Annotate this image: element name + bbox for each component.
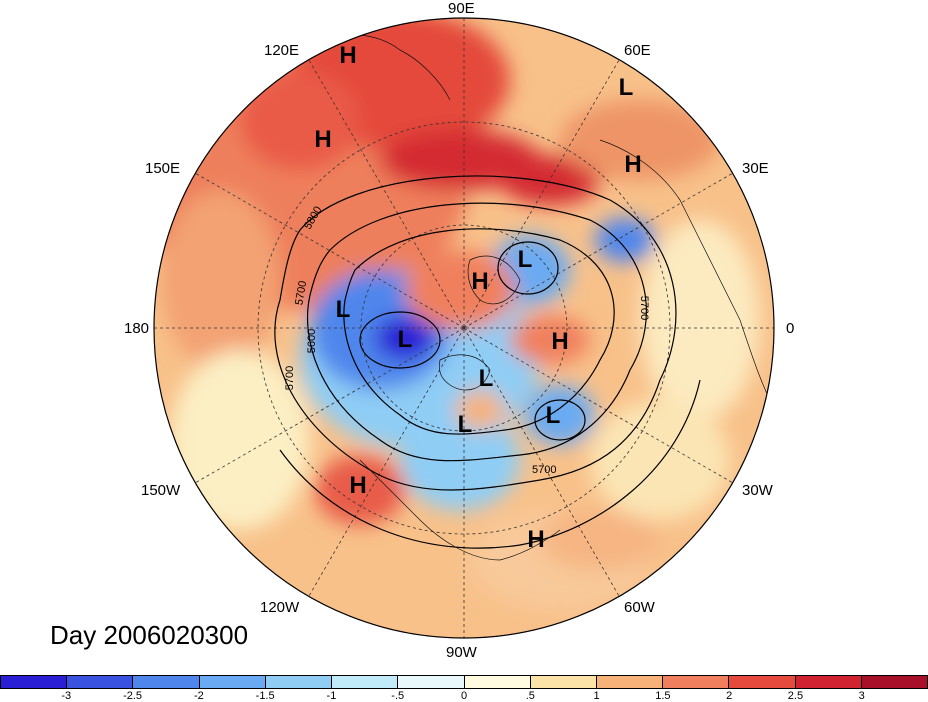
colorbar-segment xyxy=(265,676,333,688)
colorbar-tick-label: 3 xyxy=(858,690,865,702)
colorbar xyxy=(0,675,928,689)
lon-label-60w: 60W xyxy=(624,599,655,616)
colorbar-segment xyxy=(398,676,465,688)
colorbar-segment xyxy=(332,676,399,688)
colorbar-segment xyxy=(729,676,796,688)
low-pressure-marker: L xyxy=(457,411,473,438)
colorbar-tick-label: -2 xyxy=(193,690,204,702)
contour-label: 5700 xyxy=(284,365,297,391)
high-pressure-marker: H xyxy=(314,126,332,153)
lon-label-30w: 30W xyxy=(742,482,773,499)
colorbar-labels: -3 -2.5 -2 -1.5 -1 -.5 0 .5 1 1.5 2 2.5 3 xyxy=(0,690,928,702)
colorbar-tick-label: 2.5 xyxy=(787,690,804,702)
lon-label-150e: 150E xyxy=(145,160,181,177)
colorbar-segment xyxy=(663,676,730,688)
low-pressure-marker: L xyxy=(478,365,494,392)
high-pressure-marker: H xyxy=(339,42,357,69)
high-pressure-marker: H xyxy=(551,328,569,355)
colorbar-tick-label: .5 xyxy=(525,690,535,702)
lon-label-150w: 150W xyxy=(141,482,181,499)
colorbar-segment xyxy=(133,676,200,688)
high-pressure-marker: H xyxy=(624,151,642,178)
lon-label-90w: 90W xyxy=(446,644,477,661)
low-pressure-marker: L xyxy=(397,326,413,353)
high-pressure-marker: H xyxy=(527,526,545,553)
colorbar-segment xyxy=(1,676,68,688)
contour-label: 5700 xyxy=(532,464,557,476)
map-title: Day 2006020300 xyxy=(50,620,249,650)
colorbar-tick-label: -2.5 xyxy=(123,690,143,702)
colorbar-segment xyxy=(199,676,266,688)
colorbar-tick-label: 2 xyxy=(726,690,733,702)
colorbar-segment xyxy=(596,676,664,688)
colorbar-tick-label: -1.5 xyxy=(255,690,275,702)
lon-label-60e: 60E xyxy=(624,42,651,59)
lon-label-0: 0 xyxy=(786,320,795,337)
low-pressure-marker: L xyxy=(517,246,533,273)
polar-map xyxy=(153,17,775,639)
colorbar-segment xyxy=(67,676,134,688)
low-pressure-marker: L xyxy=(335,296,351,323)
colorbar-tick-label: 1 xyxy=(593,690,600,702)
globe-outline xyxy=(153,17,775,639)
lon-label-90e: 90E xyxy=(448,0,475,17)
low-pressure-marker: L xyxy=(618,74,634,101)
colorbar-segment xyxy=(861,676,928,688)
lon-label-30e: 30E xyxy=(742,160,769,177)
colorbar-tick-label: -.5 xyxy=(391,690,405,702)
colorbar-tick-label: -3 xyxy=(61,690,72,702)
contour-label: 5700 xyxy=(638,295,651,321)
high-pressure-marker: H xyxy=(349,472,367,499)
lon-label-120w: 120W xyxy=(260,599,300,616)
lon-label-120e: 120E xyxy=(264,42,300,59)
low-pressure-marker: L xyxy=(545,402,561,429)
colorbar-tick-label: -1 xyxy=(326,690,337,702)
lon-label-180: 180 xyxy=(124,320,150,337)
colorbar-tick-label: 0 xyxy=(460,690,468,702)
colorbar-segment xyxy=(795,676,862,688)
colorbar-segment xyxy=(530,676,597,688)
colorbar-tick-label: 1.5 xyxy=(655,690,671,702)
anomaly-field xyxy=(154,18,774,638)
colorbar-segment xyxy=(464,676,531,688)
contour-label: 5600 xyxy=(306,328,319,354)
high-pressure-marker: H xyxy=(471,268,489,295)
